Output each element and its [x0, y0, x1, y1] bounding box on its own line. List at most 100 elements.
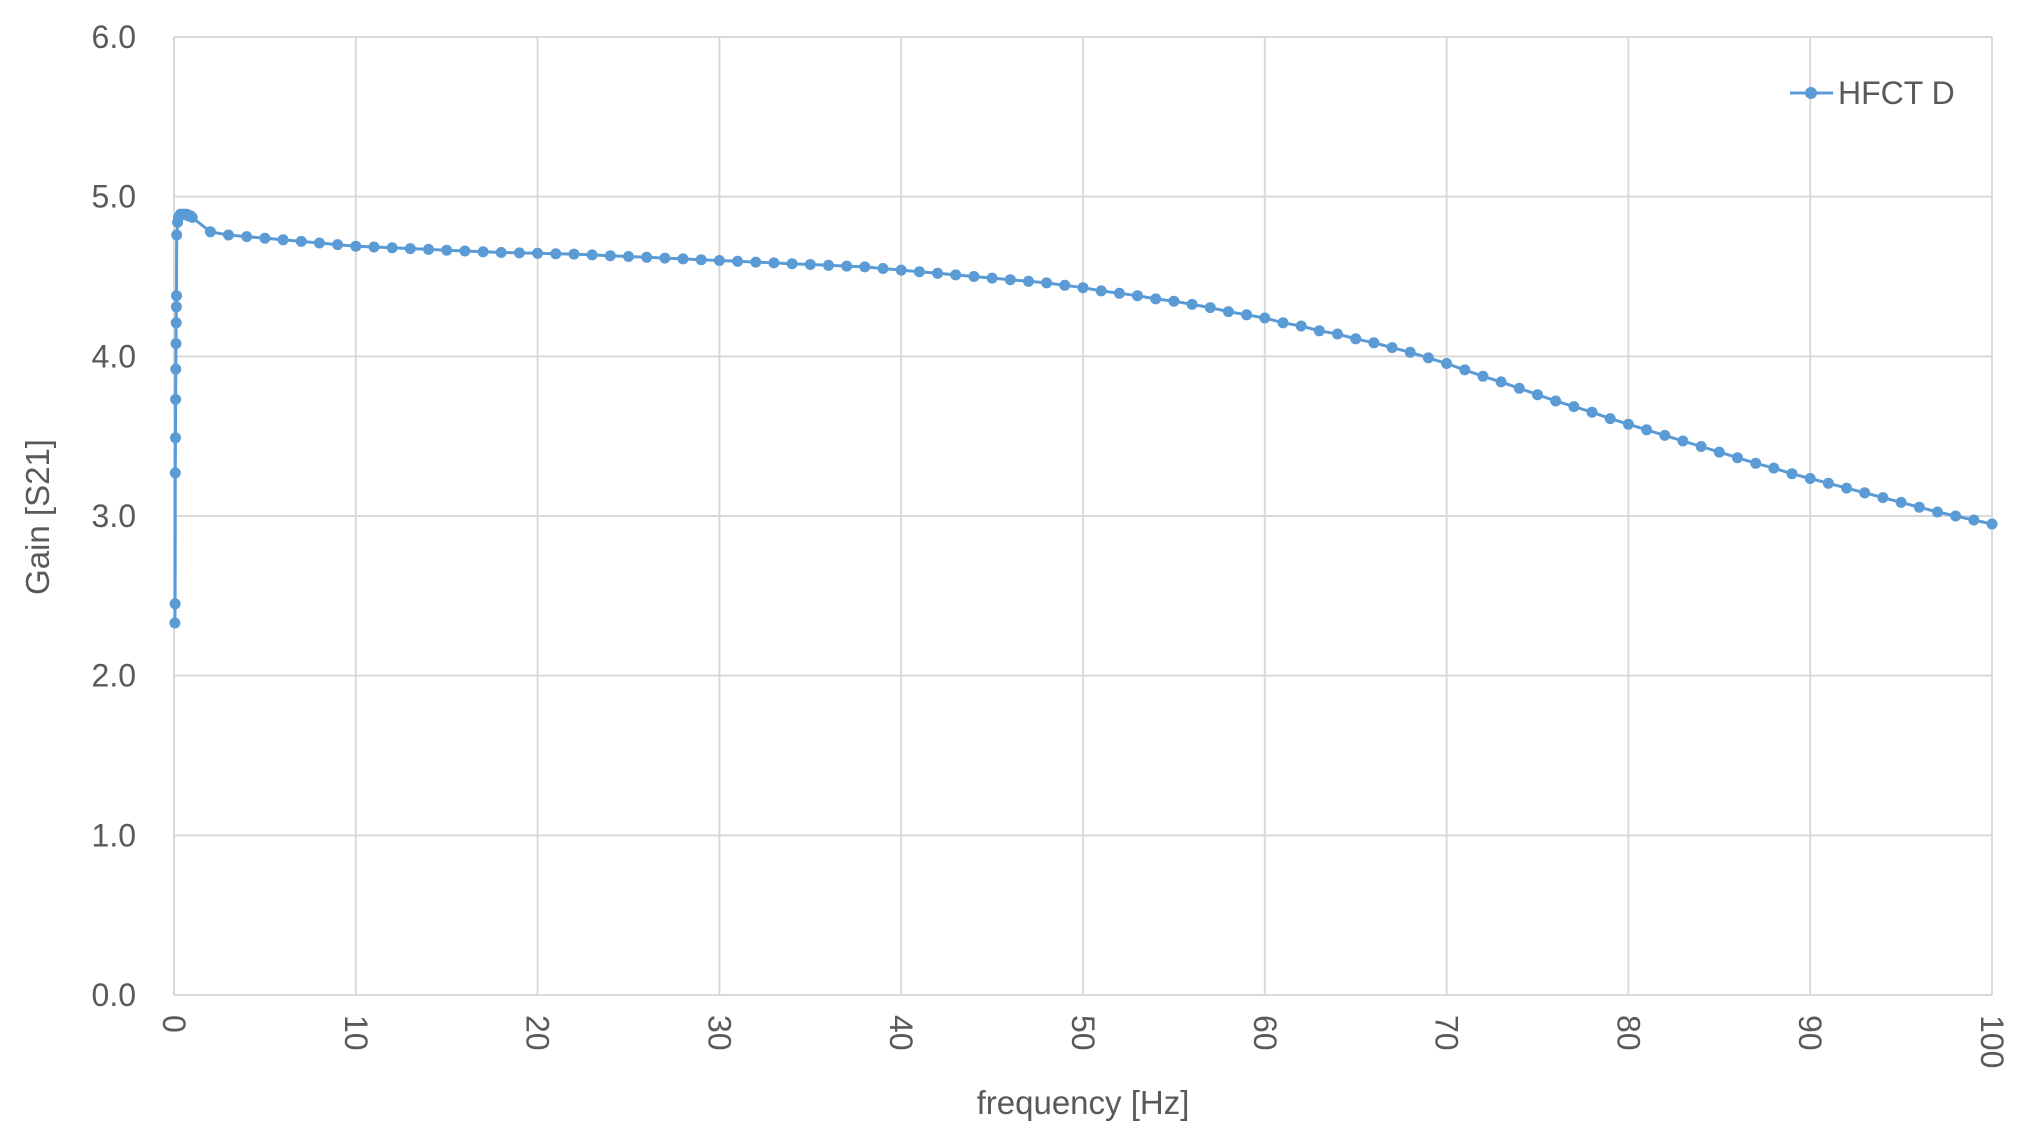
data-point [1495, 376, 1507, 388]
data-point [404, 243, 416, 255]
x-tick-label: 80 [1610, 1015, 1646, 1051]
data-point [1368, 337, 1380, 349]
data-point [295, 235, 307, 247]
x-axis-ticks: 0 10 20 30 40 50 60 70 80 90 100 [156, 1015, 2010, 1068]
data-point [459, 245, 471, 257]
data-point [1332, 328, 1343, 340]
data-point [1259, 312, 1271, 324]
data-point [1641, 424, 1653, 436]
data-point [169, 598, 181, 610]
data-point [1313, 325, 1325, 337]
x-tick-label: 10 [338, 1015, 374, 1051]
data-point [1095, 285, 1107, 297]
data-point [1877, 492, 1889, 504]
x-tick-label: 100 [1974, 1015, 2010, 1068]
data-point [677, 253, 689, 265]
data-point [823, 259, 834, 271]
data-point [477, 246, 489, 258]
data-point [1604, 413, 1616, 425]
data-point [1150, 293, 1162, 305]
y-tick-label: 0.0 [92, 977, 136, 1013]
data-point [1241, 309, 1253, 321]
data-point [695, 254, 707, 266]
data-point [750, 256, 762, 268]
x-tick-label: 20 [520, 1015, 556, 1051]
x-tick-label: 50 [1065, 1015, 1101, 1051]
data-point [169, 617, 181, 629]
data-point [1859, 487, 1871, 499]
data-point [1586, 406, 1598, 418]
y-tick-label: 6.0 [92, 19, 136, 55]
data-point [1168, 295, 1180, 307]
data-point [171, 290, 182, 302]
data-point [1059, 279, 1071, 291]
data-point [1441, 358, 1453, 369]
data-point [1622, 418, 1634, 430]
data-point [913, 266, 925, 278]
data-point [368, 241, 380, 253]
data-point [1950, 510, 1962, 522]
data-point [1750, 457, 1762, 469]
y-axis-title: Gain [S21] [19, 439, 56, 595]
y-tick-label: 4.0 [92, 338, 136, 374]
data-point [786, 258, 798, 270]
data-point [1532, 389, 1543, 401]
data-point [1677, 435, 1689, 447]
data-point [332, 239, 344, 251]
data-point [1477, 370, 1489, 382]
y-tick-label: 1.0 [92, 817, 136, 853]
legend-marker [1805, 87, 1817, 99]
data-point [841, 260, 853, 272]
data-point [1895, 496, 1907, 508]
data-point [1659, 429, 1671, 441]
data-point [968, 271, 980, 282]
x-tick-label: 90 [1792, 1015, 1828, 1051]
data-point [1113, 287, 1125, 299]
data-point [1077, 282, 1089, 294]
data-point [171, 229, 183, 241]
data-point [1932, 506, 1943, 518]
data-point [223, 229, 234, 241]
data-point [568, 248, 580, 260]
data-point [1459, 364, 1471, 376]
data-point [204, 226, 216, 238]
data-point [1713, 446, 1725, 458]
legend: HFCT D [1790, 75, 1955, 111]
data-point [641, 251, 653, 263]
data-point [1004, 274, 1016, 286]
data-point [1968, 514, 1980, 526]
data-point [859, 261, 871, 273]
data-point [532, 247, 544, 259]
data-point [1986, 518, 1998, 530]
data-point [186, 211, 198, 223]
y-tick-label: 5.0 [92, 179, 136, 215]
data-point [804, 259, 816, 270]
y-tick-label: 2.0 [92, 658, 136, 694]
data-point [550, 248, 562, 260]
data-point [259, 232, 271, 244]
data-point [1222, 306, 1234, 318]
data-point [713, 255, 725, 266]
data-point [1186, 298, 1198, 310]
legend-label: HFCT D [1838, 75, 1955, 111]
data-point [170, 317, 182, 329]
data-point [659, 252, 671, 264]
x-tick-label: 60 [1247, 1015, 1283, 1051]
data-point [170, 393, 182, 405]
data-point [1768, 462, 1780, 474]
data-point [350, 240, 362, 252]
data-point [513, 247, 525, 259]
data-point [495, 247, 507, 258]
x-tick-label: 70 [1429, 1015, 1465, 1051]
data-point [1568, 401, 1580, 413]
data-point [277, 234, 289, 246]
data-point [313, 237, 325, 249]
x-tick-label: 40 [883, 1015, 919, 1051]
data-point [604, 250, 616, 262]
data-point [1023, 275, 1034, 287]
data-point [423, 243, 434, 255]
data-point [1841, 482, 1853, 494]
data-point [1804, 473, 1816, 484]
data-point [1386, 342, 1398, 354]
